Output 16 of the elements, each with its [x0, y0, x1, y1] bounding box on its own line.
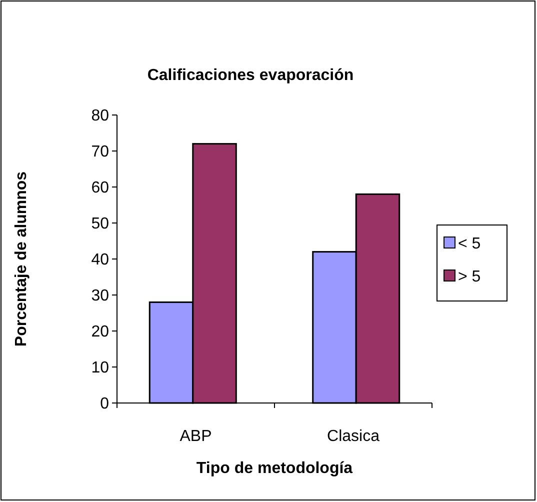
y-tick-label: 50 [91, 216, 110, 233]
y-tick-label: 70 [91, 144, 110, 161]
chart-title: Calificaciones evaporación [147, 67, 354, 84]
legend-label: > 5 [458, 268, 481, 286]
y-tick-label: 40 [91, 252, 110, 269]
x-tick-label: ABP [180, 428, 212, 445]
x-tick-label: Clasica [327, 428, 380, 445]
legend-label: < 5 [458, 236, 481, 253]
y-tick-label: 0 [100, 396, 110, 413]
x-axis-title: Tipo de metodología [196, 460, 353, 477]
y-tick-label: 10 [91, 360, 110, 377]
y-axis-title: Porcentaje de alumnos [13, 171, 30, 347]
y-tick-label: 60 [91, 180, 110, 197]
y-tick-label: 80 [91, 108, 110, 125]
y-tick-label: 20 [91, 324, 110, 341]
y-tick-label: 30 [91, 288, 110, 305]
